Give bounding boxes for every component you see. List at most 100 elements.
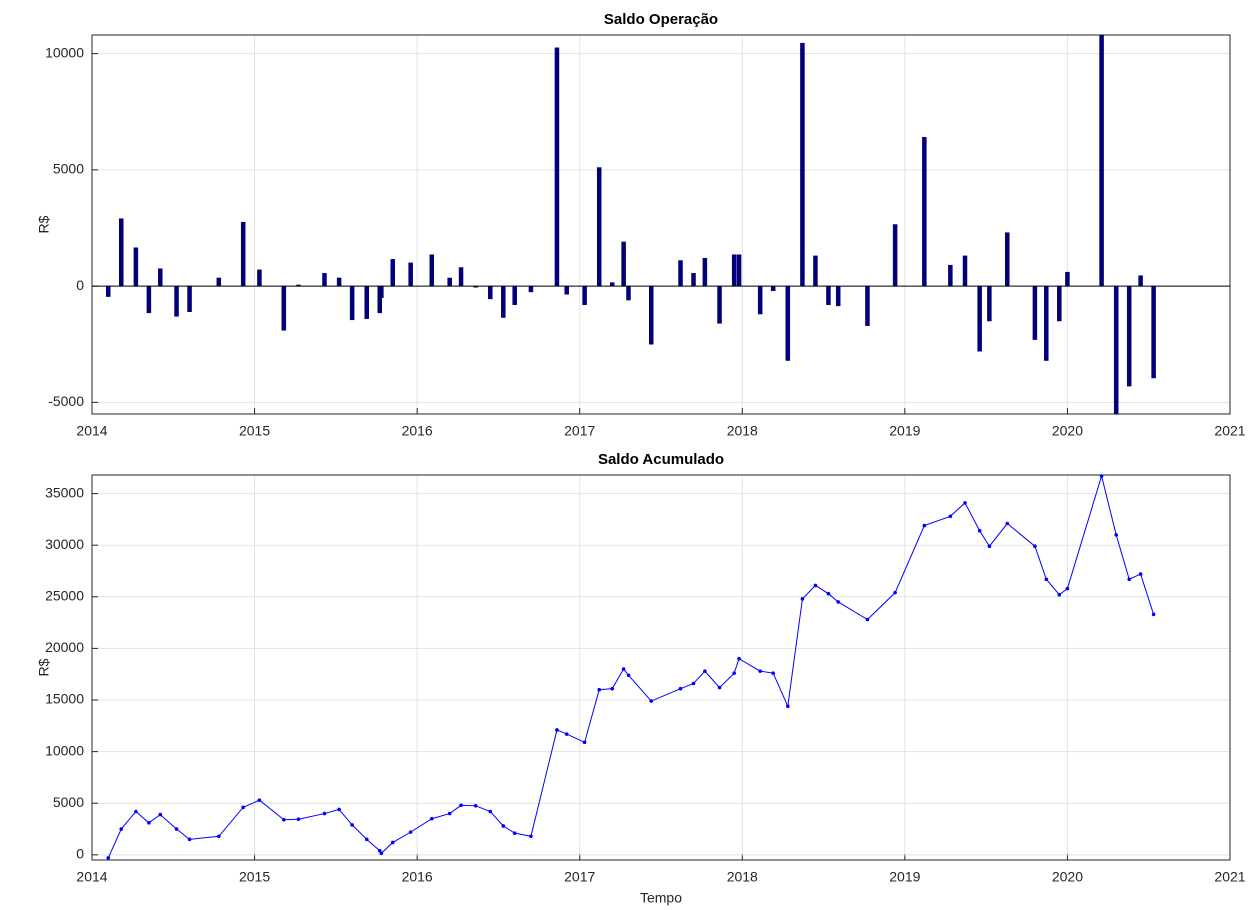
x-tick-label: 2014 — [76, 869, 107, 885]
marker — [447, 811, 452, 816]
marker — [459, 803, 463, 808]
marker — [282, 817, 286, 822]
y-tick-label: 30000 — [45, 536, 84, 552]
bar — [458, 267, 464, 287]
marker — [217, 834, 221, 839]
bar — [691, 273, 696, 287]
y-tick-label: 20000 — [45, 639, 84, 655]
y-tick-label: 15000 — [45, 691, 84, 707]
marker — [813, 583, 818, 588]
marker — [364, 837, 369, 842]
marker — [691, 681, 696, 686]
bar — [257, 269, 262, 287]
bar — [962, 255, 968, 287]
axes-box — [91, 474, 1231, 861]
x-tick-label: 2019 — [889, 423, 920, 439]
marker — [1065, 586, 1070, 591]
marker — [408, 830, 413, 834]
bar — [528, 285, 534, 293]
marker — [337, 807, 341, 812]
x-tick-label: 2016 — [402, 869, 433, 885]
marker — [174, 827, 179, 831]
marker — [717, 685, 722, 690]
bar — [390, 259, 396, 287]
marker — [147, 821, 151, 825]
bar — [408, 262, 413, 287]
marker — [703, 669, 707, 673]
marker — [771, 671, 775, 675]
y-tick-label: 10000 — [45, 742, 84, 758]
y-axis-label: R$ — [36, 215, 52, 233]
bar — [596, 167, 602, 287]
marker — [800, 597, 805, 601]
bar — [174, 285, 179, 317]
bar — [717, 285, 722, 324]
plot-area — [92, 475, 1230, 860]
marker — [1044, 577, 1049, 582]
y-axis-label: R$ — [36, 658, 52, 676]
bar — [554, 47, 560, 287]
bar — [948, 264, 953, 287]
x-tick-label: 2018 — [727, 869, 758, 885]
bar — [1138, 275, 1143, 287]
marker — [1127, 577, 1132, 582]
marker — [1151, 612, 1156, 617]
x-tick-label: 2021 — [1214, 869, 1245, 885]
x-tick-label: 2015 — [239, 869, 270, 885]
plot-area — [92, 35, 1230, 414]
bar — [785, 285, 791, 361]
bar — [240, 221, 246, 287]
marker — [296, 817, 301, 822]
bar — [1032, 285, 1038, 340]
bar — [501, 285, 506, 318]
y-tick-label: 10000 — [45, 44, 84, 60]
bar — [119, 218, 124, 287]
bar — [281, 285, 287, 331]
x-tick-label: 2017 — [564, 423, 595, 439]
bar — [770, 285, 776, 292]
bar — [1113, 285, 1119, 415]
bar — [1126, 285, 1132, 387]
marker — [241, 805, 245, 810]
marker — [610, 686, 615, 691]
bar — [835, 285, 841, 307]
bar — [813, 255, 818, 287]
marker — [758, 669, 762, 673]
x-tick-label: 2019 — [889, 869, 920, 885]
bar — [187, 285, 192, 312]
bar — [336, 277, 342, 287]
marker — [1114, 533, 1118, 537]
x-tick-label: 2020 — [1052, 423, 1083, 439]
bar — [987, 285, 992, 322]
bar — [922, 137, 927, 287]
bar — [349, 285, 355, 321]
bar — [1065, 271, 1070, 287]
y-tick-label: 35000 — [45, 484, 84, 500]
x-tick-label: 2016 — [402, 423, 433, 439]
marker — [555, 728, 559, 732]
marker — [893, 590, 897, 595]
marker — [737, 656, 741, 661]
bar — [582, 285, 587, 305]
x-tick-label: 2018 — [727, 423, 758, 439]
y-tick-label: -5000 — [48, 393, 84, 409]
marker — [836, 600, 841, 604]
marker — [582, 740, 587, 745]
marker — [678, 686, 683, 691]
marker — [512, 831, 517, 835]
bar — [106, 285, 111, 297]
marker — [390, 840, 395, 845]
y-tick-label: 5000 — [53, 794, 84, 810]
bar — [800, 42, 805, 287]
marker — [732, 671, 736, 675]
y-tick-label: 25000 — [45, 587, 84, 603]
bar — [621, 241, 626, 287]
bar — [626, 285, 631, 301]
x-tick-label: 2021 — [1214, 423, 1245, 439]
bar — [133, 247, 139, 287]
marker — [649, 699, 654, 703]
bar — [322, 273, 327, 287]
chart-title: Saldo Acumulado — [598, 451, 724, 468]
marker — [134, 809, 138, 814]
